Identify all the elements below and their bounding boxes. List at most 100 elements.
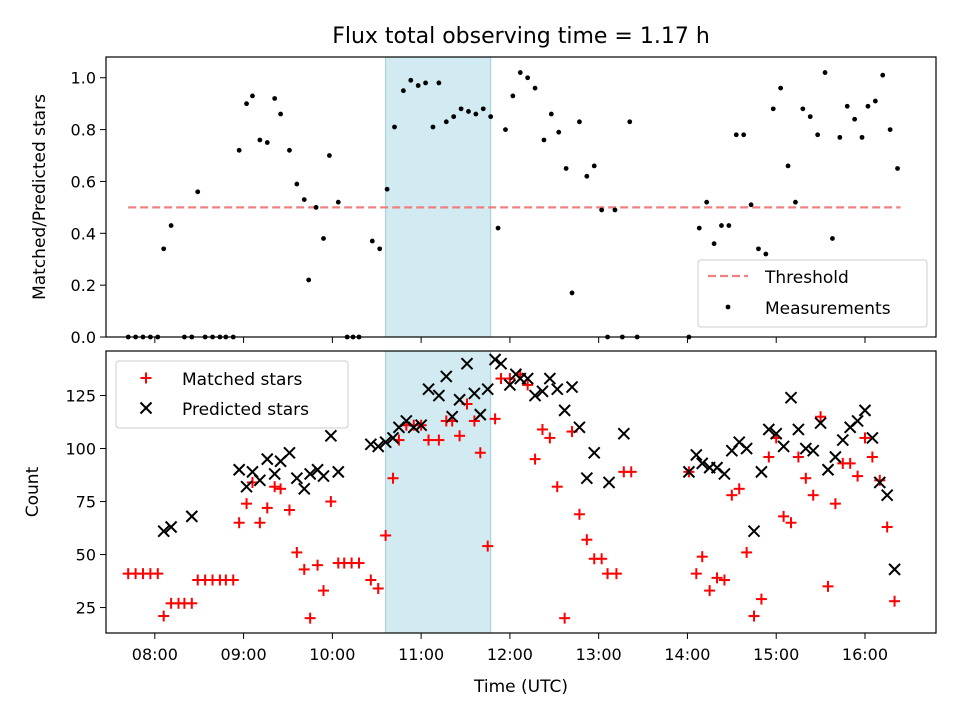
predicted-star-point	[580, 472, 594, 485]
matched-star-point	[690, 568, 702, 580]
predicted-star-point	[792, 423, 805, 436]
matched-star-point	[380, 529, 392, 541]
measurement-point	[844, 103, 850, 109]
top-highlight-rect	[385, 56, 492, 338]
legend-predicted-marker	[139, 401, 153, 415]
matched-star-point	[844, 457, 856, 469]
measurement-point	[195, 189, 201, 195]
predicted-star-point	[232, 463, 246, 476]
top-y-tick-label: 0.0	[71, 328, 96, 347]
legend-measurements-label: Measurements	[765, 299, 891, 319]
bottom-matched-points	[122, 368, 901, 624]
measurement-point	[250, 93, 255, 99]
matched-star-point	[233, 517, 245, 529]
measurement-point	[599, 207, 605, 213]
predicted-star-point	[836, 433, 849, 447]
matched-star-point	[482, 540, 494, 552]
measurement-point	[887, 127, 893, 132]
matched-star-point	[866, 451, 878, 463]
legend-predicted-label: Predicted stars	[182, 400, 309, 420]
matched-star-point	[718, 574, 730, 586]
measurement-point	[400, 88, 406, 94]
matched-star-point	[551, 481, 563, 493]
predicted-star-point	[253, 474, 267, 487]
predicted-star-point	[364, 438, 378, 451]
matched-star-point	[152, 568, 164, 580]
measurement-point	[313, 204, 319, 210]
matched-star-point	[829, 498, 841, 510]
predicted-star-point	[372, 440, 385, 453]
measurement-point	[807, 114, 813, 120]
predicted-star-point	[690, 448, 703, 462]
predicted-star-point	[303, 467, 317, 481]
matched-star-point	[304, 612, 316, 624]
legend-matched-label: Matched stars	[182, 370, 302, 390]
measurement-point	[770, 106, 776, 112]
predicted-star-point	[536, 385, 549, 398]
matched-star-point	[241, 498, 253, 510]
matched-star-point	[581, 534, 593, 546]
predicted-star-point	[460, 357, 474, 370]
matched-star-point	[269, 481, 281, 493]
measurement-point	[872, 98, 878, 104]
measurement-point	[895, 166, 900, 171]
matched-star-point	[474, 447, 486, 459]
bottom-legend: Matched stars Predicted stars	[115, 360, 349, 429]
predicted-star-point	[777, 440, 790, 453]
measurement-point	[287, 147, 292, 153]
matched-star-point	[874, 474, 886, 486]
bottom-y-tick-label: 75	[76, 493, 96, 512]
matched-star-point	[317, 585, 329, 597]
measurement-point	[294, 181, 300, 187]
matched-star-point	[246, 476, 258, 488]
bottom-predicted-points	[157, 353, 901, 576]
matched-star-point	[625, 466, 637, 478]
x-tick-label: 10:00	[309, 645, 355, 664]
predicted-star-point	[821, 463, 835, 476]
legend-measurements-swatch	[725, 304, 731, 310]
measurement-point	[335, 199, 341, 205]
measurement-point	[704, 199, 710, 205]
predicted-star-point	[240, 480, 253, 493]
measurement-point	[517, 70, 523, 75]
predicted-star-point	[422, 382, 435, 396]
predicted-star-point	[453, 393, 466, 406]
predicted-star-point	[588, 446, 601, 459]
predicted-star-point	[740, 442, 753, 455]
measurement-point	[627, 119, 633, 125]
matched-star-point	[792, 451, 804, 463]
measurement-point	[711, 241, 717, 247]
matched-star-point	[755, 593, 767, 605]
predicted-star-point	[602, 476, 616, 489]
measurement-point	[563, 166, 569, 171]
measurement-point	[451, 114, 457, 120]
bottom-y-axis-label: Count	[23, 466, 43, 517]
measurement-point	[556, 129, 562, 135]
measurement-point	[272, 96, 278, 101]
matched-star-point	[325, 496, 337, 508]
predicted-star-point	[481, 382, 494, 396]
predicted-star-point	[324, 429, 338, 443]
measurement-point	[306, 277, 312, 283]
measurement-point	[822, 70, 828, 75]
matched-star-point	[889, 595, 901, 607]
predicted-star-point	[386, 431, 400, 445]
measurement-point	[168, 223, 174, 228]
matched-star-point	[852, 470, 864, 482]
predicted-star-point	[298, 482, 311, 496]
x-tick-label: 13:00	[576, 645, 622, 664]
matched-star-point	[726, 489, 738, 501]
x-tick-label: 08:00	[132, 645, 178, 664]
predicted-star-point	[317, 469, 330, 483]
predicted-star-point	[432, 389, 446, 402]
predicted-star-point	[503, 378, 517, 392]
measurement-point	[837, 134, 843, 140]
measurement-point	[415, 83, 421, 88]
predicted-star-point	[157, 525, 170, 538]
measurement-point	[510, 93, 516, 99]
matched-star-point	[227, 574, 239, 586]
matched-star-point	[544, 432, 556, 444]
predicted-star-point	[784, 391, 798, 404]
measurement-point	[264, 140, 270, 145]
predicted-star-point	[268, 467, 281, 481]
